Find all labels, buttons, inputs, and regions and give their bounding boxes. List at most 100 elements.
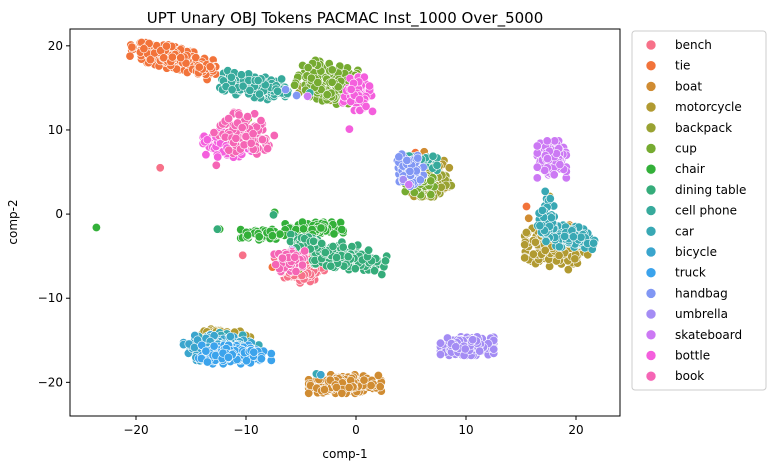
legend-label: dining table [675, 183, 746, 197]
point-umbrella [451, 342, 461, 352]
point-boat [373, 370, 383, 380]
point-skateboard [555, 160, 565, 170]
point-dining-table [369, 266, 379, 276]
point-tie [162, 41, 172, 51]
point-cup [322, 90, 332, 100]
point-cell-phone [273, 86, 283, 96]
point-chair [243, 230, 253, 240]
point-book [237, 123, 247, 133]
point-handbag [413, 153, 423, 163]
point-bottle [346, 84, 356, 94]
point-car [535, 221, 545, 231]
legend-marker [645, 39, 657, 51]
point-dining-table [326, 261, 336, 271]
point-skateboard [303, 91, 313, 101]
point-handbag [292, 91, 302, 101]
point-tie [205, 62, 215, 72]
point-umbrella [460, 344, 470, 354]
point-cell-phone [226, 72, 236, 82]
point-bottle [344, 124, 354, 134]
point-book [290, 252, 300, 262]
point-book [231, 133, 241, 143]
point-car [540, 186, 550, 196]
y-tick-label: 0 [55, 207, 63, 221]
point-dining-table [343, 252, 353, 262]
point-tie [181, 58, 191, 68]
point-skateboard [532, 173, 542, 183]
point-cup [306, 73, 316, 83]
legend-marker [645, 143, 657, 154]
legend-marker [645, 267, 657, 279]
legend-marker [645, 308, 657, 320]
legend-label: skateboard [675, 328, 742, 342]
point-tie [159, 53, 169, 63]
point-book [297, 260, 307, 270]
point-skateboard [549, 170, 559, 180]
point-tie [125, 51, 135, 61]
point-dining-table [317, 239, 327, 249]
chart-title: UPT Unary OBJ Tokens PACMAC Inst_1000 Ov… [147, 9, 544, 28]
point-motorcycle [521, 228, 531, 238]
point-dining-table [364, 245, 374, 255]
point-tie [521, 202, 531, 212]
point-boat [366, 380, 376, 390]
point-book [291, 266, 301, 276]
legend-label: cup [675, 142, 697, 156]
point-truck [223, 352, 233, 362]
point-car [560, 231, 570, 241]
point-car [576, 232, 586, 242]
point-chair [316, 223, 326, 233]
point-cup [313, 78, 323, 88]
point-tie [167, 52, 177, 62]
point-car [589, 238, 599, 248]
point-chair [267, 231, 277, 241]
y-tick-label: −10 [38, 291, 63, 305]
point-chair [298, 224, 308, 234]
legend-label: handbag [675, 286, 728, 300]
point-motorcycle [563, 265, 573, 275]
legend-marker [645, 288, 657, 299]
point-skateboard [532, 141, 542, 151]
point-book [256, 116, 266, 126]
point-dining-table [320, 248, 330, 258]
legend-label: chair [675, 162, 705, 176]
point-chair [254, 232, 264, 242]
point-skateboard [542, 154, 552, 164]
point-cup [327, 65, 337, 75]
x-axis: −20 −10 0 10 20 [123, 416, 584, 437]
legend-label: car [675, 224, 694, 238]
point-cell-phone [245, 85, 255, 95]
point-tie [191, 53, 201, 63]
legend-marker [645, 205, 657, 216]
point-dining-table [380, 256, 390, 266]
point-truck [209, 341, 219, 351]
point-boat [331, 382, 341, 392]
legend-marker [645, 122, 657, 134]
point-book [300, 246, 310, 256]
point-tie [176, 53, 186, 63]
point-skateboard [532, 162, 542, 172]
point-bench [155, 163, 165, 173]
point-chair [329, 229, 339, 239]
point-cell-phone [236, 70, 246, 80]
legend-label: book [675, 369, 704, 383]
point-dining-table [212, 224, 222, 234]
point-skateboard [404, 180, 414, 190]
legend-marker [645, 81, 657, 92]
legend-label: cell phone [675, 204, 737, 218]
point-cell-phone [432, 160, 442, 170]
legend-marker [645, 60, 657, 71]
legend-marker [645, 246, 657, 258]
legend-marker [645, 226, 657, 237]
point-cup [333, 82, 343, 92]
y-axis: −20 −10 0 10 20 [38, 39, 70, 389]
point-handbag [402, 155, 412, 165]
point-book [224, 145, 234, 155]
point-book [257, 135, 267, 145]
legend-label: bottle [675, 349, 710, 363]
point-truck [249, 347, 259, 357]
point-handbag [405, 166, 415, 176]
legend-label: umbrella [675, 307, 728, 321]
point-book [263, 144, 273, 154]
